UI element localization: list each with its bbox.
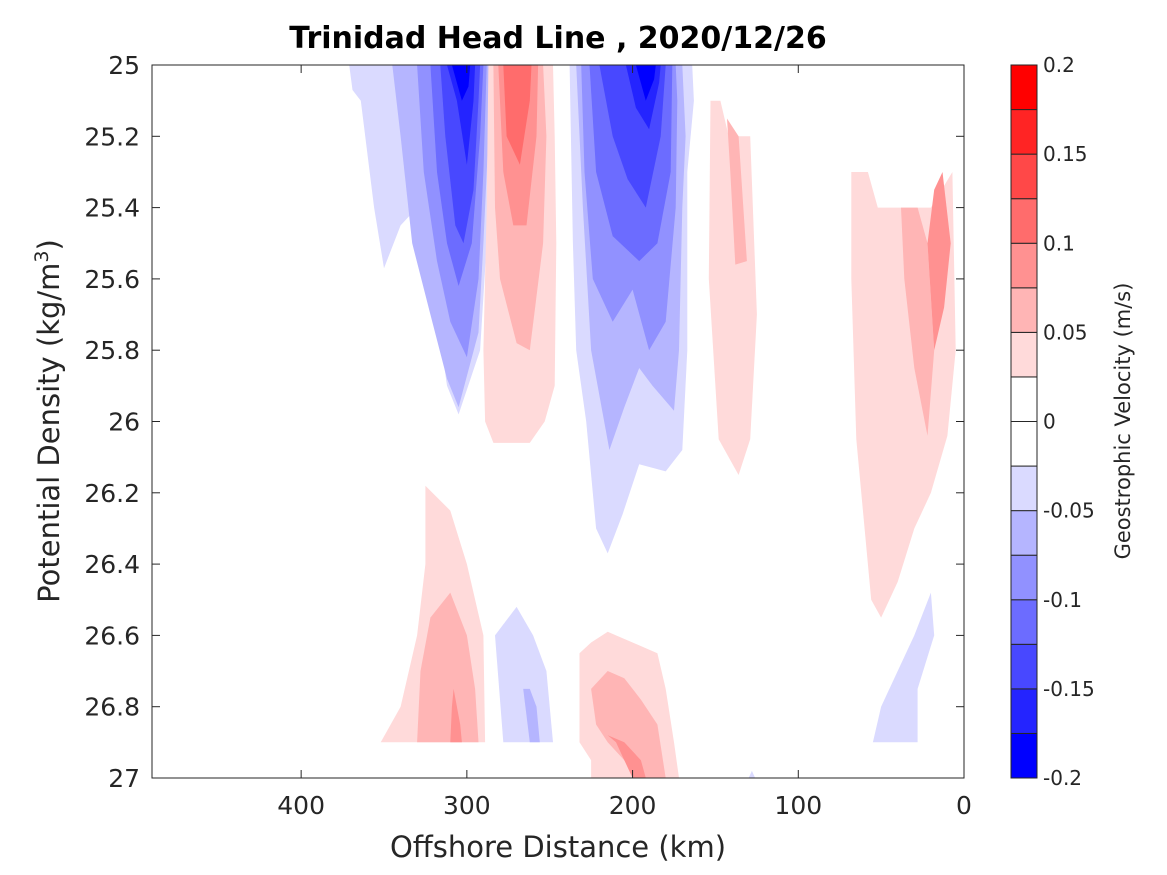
y-tick-label: 26.6 — [84, 621, 140, 650]
colorbar-segment — [1010, 64, 1038, 111]
colorbar-segment — [1010, 554, 1038, 601]
y-tick-label: 27 — [108, 764, 140, 793]
colorbar-frame — [1010, 64, 1038, 779]
y-axis-label: Potential Density (kg/m3) — [31, 239, 66, 603]
contour-region-offshore-southward-jet-peak — [451, 65, 471, 101]
y-axis-label-main: Potential Density (kg/m — [32, 263, 66, 603]
colorbar-segment — [1010, 599, 1038, 645]
contour-region-deep-midshelf-northward-inner — [591, 671, 666, 778]
contour-region-coastal-southward-jet-peak — [635, 65, 656, 101]
y-tick-label: 26.2 — [84, 479, 140, 508]
y-tick-label: 25.2 — [84, 122, 140, 151]
colorbar-segment — [1010, 643, 1038, 690]
colorbar-segment — [1010, 287, 1038, 333]
x-tick-label: 0 — [956, 791, 972, 820]
colorbar-tick-label: 0.1 — [1043, 231, 1075, 255]
y-tick-label: 26.4 — [84, 550, 140, 579]
colorbar-tick-label: 0.2 — [1043, 53, 1075, 77]
colorbar-segment — [1010, 153, 1038, 200]
colorbar-segment — [1010, 331, 1038, 378]
contour-region-nearshore-northward-core — [927, 172, 951, 351]
contour-regions — [349, 65, 956, 778]
contour-region-nearshore-northward-inner — [901, 207, 935, 436]
colorbar-tick-label: -0.1 — [1043, 588, 1082, 612]
colorbar-tick-label: -0.2 — [1043, 766, 1082, 790]
colorbar-segment — [1010, 732, 1038, 779]
x-tick-label: 300 — [443, 791, 491, 820]
colorbar-segment — [1010, 510, 1038, 556]
colorbar-tick-label: -0.15 — [1043, 677, 1095, 701]
contour-region-offshore-southward-jet-core — [447, 65, 476, 165]
contour-region-northward-jet-core — [503, 65, 532, 165]
y-tick-label: 25.6 — [84, 265, 140, 294]
y-tick-label: 25.8 — [84, 336, 140, 365]
contour-region-deep-midshelf-northward-core — [607, 735, 646, 778]
y-tick-label: 26.8 — [84, 693, 140, 722]
colorbar-tick-label: 0.05 — [1043, 320, 1088, 344]
chart-title: Trinidad Head Line , 2020/12/26 — [289, 21, 826, 56]
y-axis-label-close: ) — [32, 239, 66, 250]
contour-region-bottom-nearshore-sliver — [748, 770, 756, 778]
colorbar-tick-label: -0.05 — [1043, 499, 1095, 523]
y-axis-label-superscript: 3 — [31, 250, 53, 262]
contour-region-deep-offshore-southward-outer — [495, 606, 553, 743]
contour-region-deep-offshore-northward-inner — [417, 592, 479, 743]
y-axis: 25 25.2 25.4 25.6 25.8 26 26.2 26.4 26.6 26.8 27 — [84, 51, 964, 793]
colorbar-segment — [1010, 421, 1038, 467]
colorbar-label: Geostrophic Velocity (m/s) — [1111, 283, 1135, 560]
contour-region-deep-offshore-northward-core — [450, 688, 462, 743]
y-tick-label: 25.4 — [84, 194, 140, 223]
contour-region-deep-offshore-southward-inner — [523, 688, 540, 743]
contour-region-deep-nearshore-southward — [872, 592, 935, 743]
colorbar: -0.2 -0.15 -0.1 -0.05 0 0.05 0.1 0.15 0.2 — [1010, 53, 1095, 790]
x-tick-label: 200 — [609, 791, 657, 820]
x-tick-label: 100 — [774, 791, 822, 820]
y-tick-label: 26 — [108, 408, 140, 437]
colorbar-tick-label: 0 — [1043, 410, 1056, 434]
colorbar-segment — [1010, 198, 1038, 244]
plot-area — [152, 65, 964, 778]
x-axis: 400 300 200 100 0 — [277, 65, 972, 820]
y-tick-label: 25 — [108, 51, 140, 80]
colorbar-tick-label: 0.15 — [1043, 142, 1088, 166]
colorbar-segment — [1010, 109, 1038, 155]
colorbar-segment — [1010, 688, 1038, 734]
x-tick-label: 400 — [277, 791, 325, 820]
colorbar-segment — [1010, 465, 1038, 512]
contour-region-mid-northward-band-outer — [708, 100, 757, 475]
colorbar-segment — [1010, 376, 1038, 422]
colorbar-segment — [1010, 242, 1038, 289]
contour-region-mid-northward-band-inner — [727, 118, 747, 265]
x-axis-label: Offshore Distance (km) — [390, 830, 726, 864]
